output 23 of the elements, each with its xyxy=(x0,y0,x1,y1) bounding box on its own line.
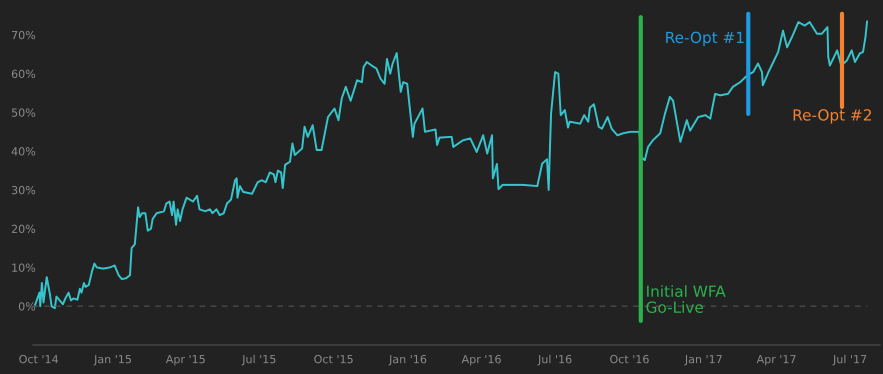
y-tick-label: 0% xyxy=(18,302,36,311)
y-tick-label: 70% xyxy=(12,30,36,40)
x-tick-label: Oct '16 xyxy=(610,354,649,364)
ref-line-label: Re-Opt #1 xyxy=(666,32,744,46)
x-tick-label: Jan '15 xyxy=(94,355,131,366)
x-tick-label: Oct '14 xyxy=(19,354,58,364)
y-tick-label: 20% xyxy=(12,224,36,234)
x-tick-label: Jul '17 xyxy=(832,354,866,366)
y-tick-label: 40% xyxy=(12,147,36,156)
ref-line-label: Re-Opt #2 xyxy=(794,109,871,124)
y-tick-label: 50% xyxy=(12,108,36,117)
x-tick-label: Jan '16 xyxy=(388,354,426,366)
y-tick-label: 30% xyxy=(12,186,36,194)
x-tick-label: Jul '15 xyxy=(242,354,276,366)
ref-line-label: Initial WFA Go-Live xyxy=(646,285,726,313)
x-tick-label: Apr '17 xyxy=(756,355,796,366)
x-tick-label: Jul '16 xyxy=(537,354,572,366)
x-tick-label: Jan '17 xyxy=(684,355,722,366)
y-tick-label: 10% xyxy=(12,263,36,272)
x-tick-label: Apr '16 xyxy=(462,354,501,366)
x-tick-label: Oct '15 xyxy=(314,354,353,364)
y-tick-label: 60% xyxy=(12,70,36,78)
x-tick-label: Apr '15 xyxy=(166,355,205,366)
